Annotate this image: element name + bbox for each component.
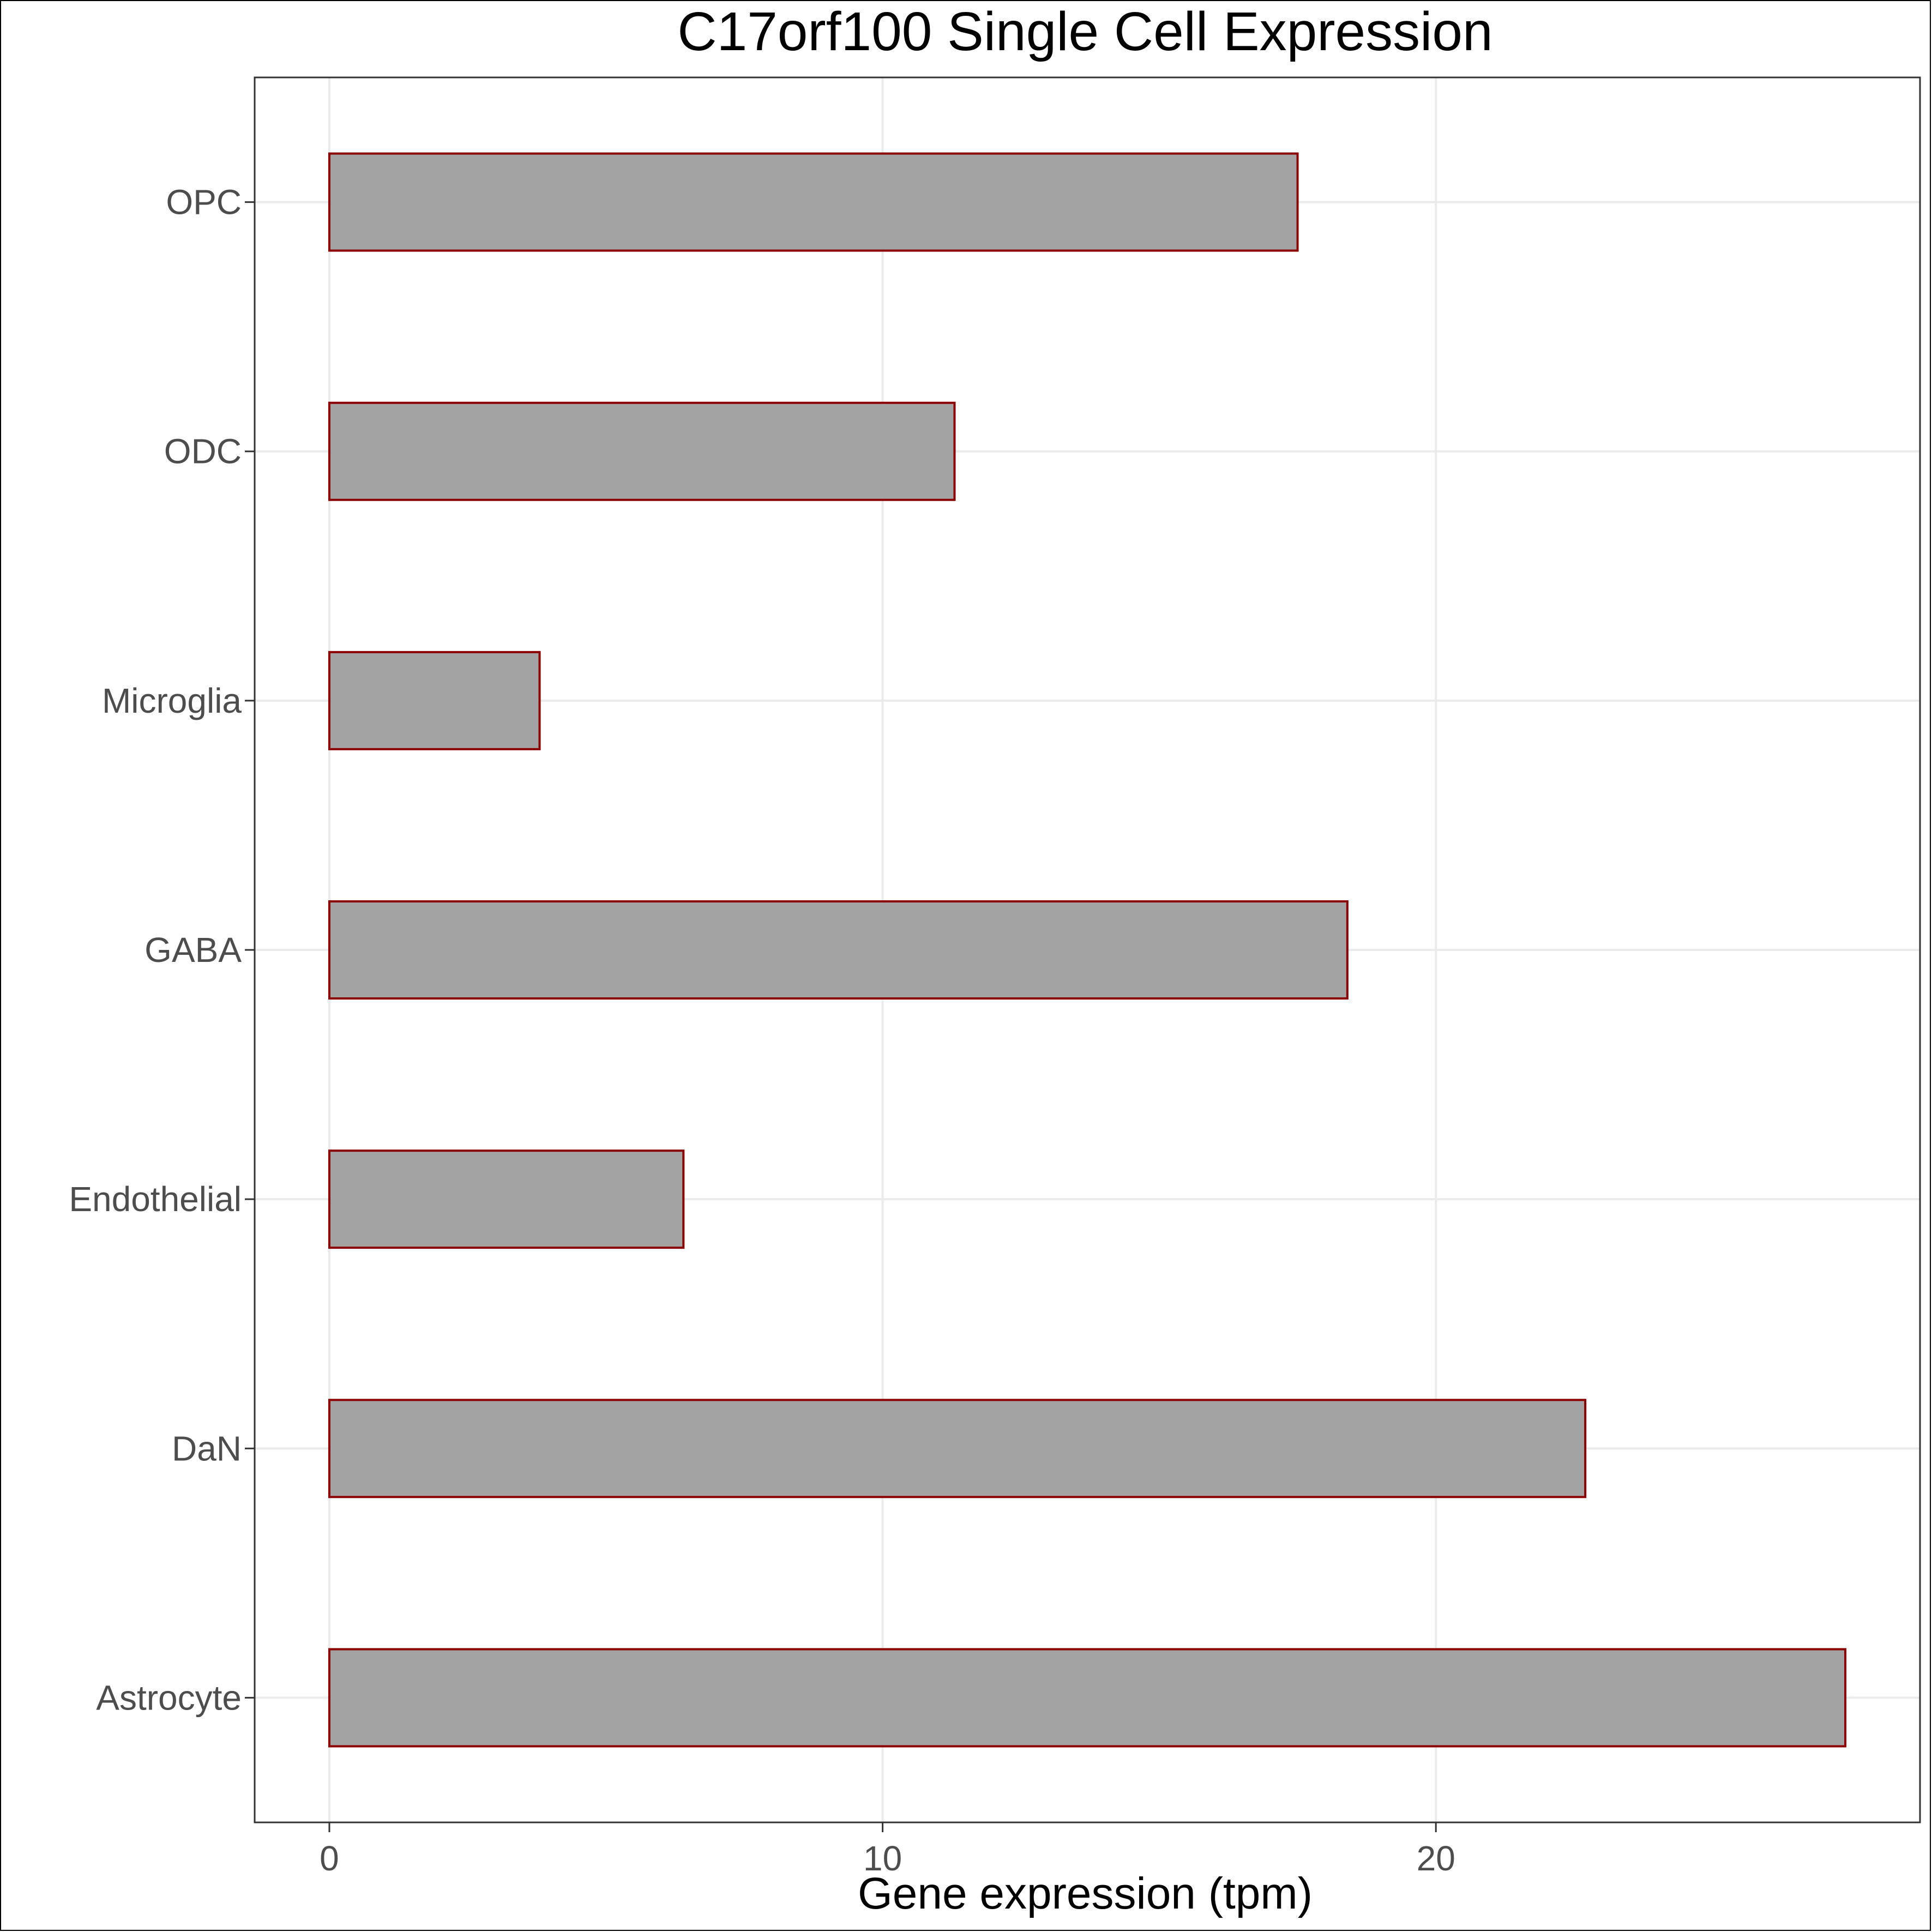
bar-gaba [328,900,1349,1000]
x-tick-label: 20 [1417,1839,1455,1878]
y-tick-label: GABA [145,930,242,970]
y-axis: Astrocyte DaN Endothelial GABA Microglia ODC O… [69,183,255,1717]
x-tick-label: 10 [863,1839,902,1878]
bar-astrocyte [328,1648,1847,1748]
y-tick-label: Astrocyte [96,1678,242,1717]
x-axis-title: Gene expression (tpm) [858,1869,1313,1918]
x-axis: 0 10 20 [320,1822,1455,1878]
bar-opc [328,152,1299,252]
bars [328,152,1847,1748]
bar-odc [328,401,956,501]
x-tick-label: 0 [320,1839,339,1878]
bar-microglia [328,651,541,750]
chart-title: C17orf100 Single Cell Expression [677,1,1492,62]
bar-endothelial [328,1149,685,1249]
bar-dan [328,1399,1587,1498]
y-tick-label: Endothelial [69,1179,242,1219]
y-tick-label: OPC [166,183,242,222]
y-tick-label: Microglia [102,681,242,720]
y-tick-label: DaN [172,1429,242,1468]
y-tick-label: ODC [164,432,242,471]
